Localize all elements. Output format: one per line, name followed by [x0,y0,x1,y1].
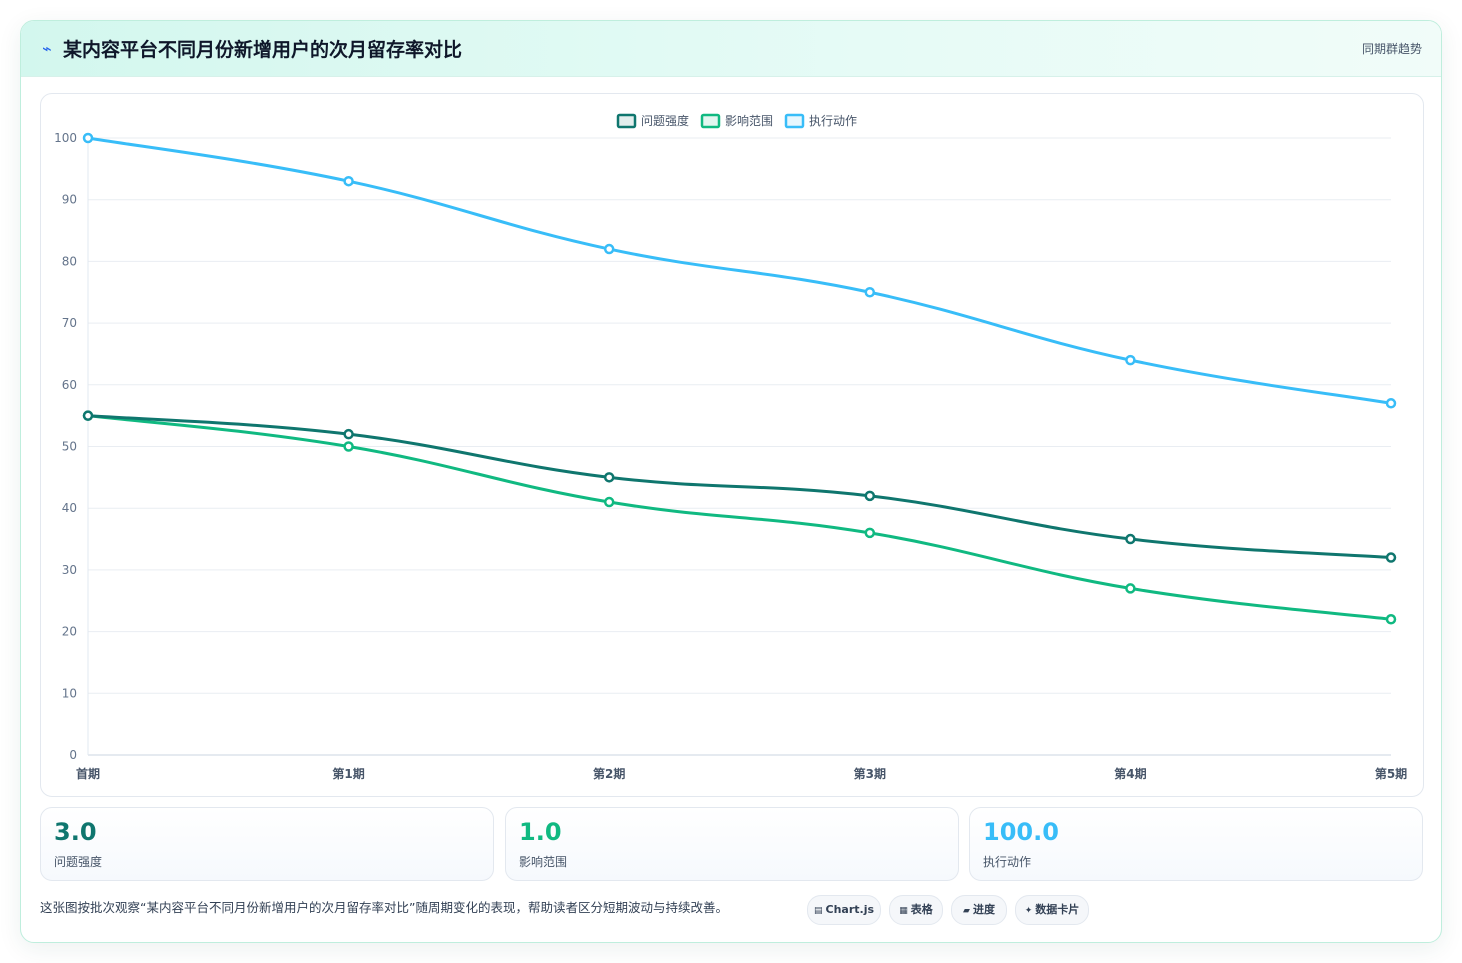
stat-card-3: 100.0 执行动作 [969,807,1423,881]
sparkle-icon: ✦ [1024,906,1033,916]
x-tick-label: 第4期 [1114,766,1146,781]
table-icon: ▦ [899,906,908,916]
footer-note: 这张图按批次观察“某内容平台不同月份新增用户的次月留存率对比”随周期变化的表现，… [40,900,728,915]
data-point [603,472,615,483]
stat-value: 100.0 [983,818,1059,846]
y-tick-label: 0 [69,748,77,762]
data-point [343,441,354,452]
stat-label: 影响范围 [519,855,568,869]
panel-header: ⌁ 某内容平台不同月份新增用户的次月留存率对比 同期群趋势 [21,21,1441,77]
chip-label: Chart.js [825,903,875,916]
data-point [1385,398,1397,409]
data-point [1125,533,1136,545]
data-point [1385,614,1397,625]
stat-value: 3.0 [54,818,97,846]
series-line [87,414,1392,621]
data-point [82,132,94,144]
legend-swatch [784,113,805,129]
data-point [864,287,876,298]
legend-swatch [700,113,721,129]
lightning-icon: ⌁ [42,39,52,58]
chip-table[interactable]: ▦ 表格 [889,895,943,925]
stat-card-2: 1.0 影响范围 [505,807,959,881]
y-tick-label: 70 [62,316,77,330]
stat-value: 1.0 [519,818,562,846]
x-tick-label: 第3期 [854,766,886,781]
y-tick-label: 100 [54,131,77,145]
x-tick-label: 首期 [76,766,100,781]
data-point [864,490,876,502]
y-tick-label: 20 [62,625,77,639]
header-tag: 同期群趋势 [1361,42,1422,56]
legend-label: 问题强度 [641,113,689,128]
y-tick-label: 90 [62,193,77,207]
data-point [343,175,354,187]
chart-icon: ▤ [813,906,823,916]
y-tick-label: 30 [62,563,77,577]
data-point [603,243,615,255]
chip-progress[interactable]: ▰ 进度 [951,895,1007,925]
data-point [1125,583,1136,594]
data-point [1385,552,1397,563]
series-line [87,414,1392,560]
data-point [603,496,615,508]
line-chart: 0 10 20 30 40 50 60 70 80 90 100 首期 第1期 第2期 第3期 第4期 第5期 问… [54,113,1407,781]
y-tick-label: 40 [62,501,77,515]
legend-swatch [616,113,637,129]
progress-icon: ▰ [963,906,970,916]
data-point [864,527,876,539]
chart-panel: ⌁ 某内容平台不同月份新增用户的次月留存率对比 同期群趋势 0 10 20 30 40 5… [20,20,1442,943]
legend-label: 影响范围 [725,113,773,128]
data-point [1125,354,1136,366]
chip-label: 数据卡片 [1035,903,1080,916]
x-tick-label: 第2期 [593,766,625,781]
series-line [87,136,1392,405]
y-tick-label: 50 [62,440,77,454]
chip-chartjs[interactable]: ▤ Chart.js [807,895,881,925]
page-title: 某内容平台不同月份新增用户的次月留存率对比 [63,39,463,61]
stat-card-1: 3.0 问题强度 [40,807,494,881]
chip-label: 进度 [972,903,995,916]
stat-label: 执行动作 [983,855,1032,869]
stat-label: 问题强度 [54,855,103,869]
y-tick-label: 60 [62,378,77,392]
x-tick-label: 第5期 [1375,766,1407,781]
y-tick-label: 80 [62,254,77,268]
data-point [82,410,94,421]
y-tick-label: 10 [62,686,77,700]
chart-card: 0 10 20 30 40 50 60 70 80 90 100 首期 第1期 第2期 第3期 第4期 第5期 问… [40,93,1424,797]
x-tick-label: 第1期 [332,766,364,781]
legend-label: 执行动作 [809,114,857,128]
chip-label: 表格 [910,903,933,916]
data-point [343,428,354,440]
chip-datacard[interactable]: ✦ 数据卡片 [1015,895,1089,925]
